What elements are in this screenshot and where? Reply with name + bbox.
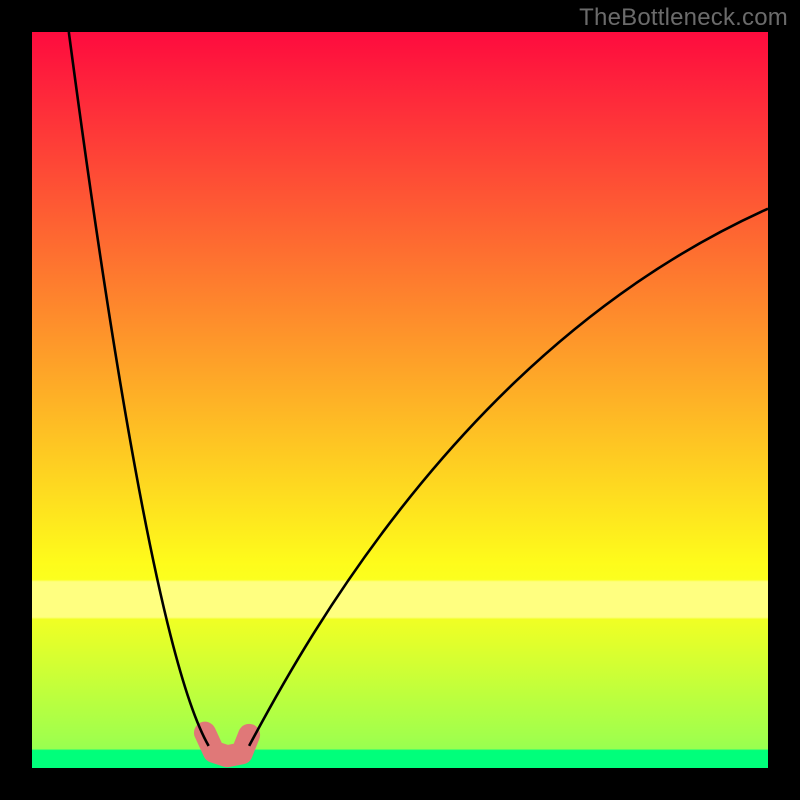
bottleneck-chart — [32, 32, 768, 768]
chart-background — [32, 32, 768, 768]
watermark-text: TheBottleneck.com — [579, 4, 788, 32]
plot-area — [32, 32, 768, 768]
